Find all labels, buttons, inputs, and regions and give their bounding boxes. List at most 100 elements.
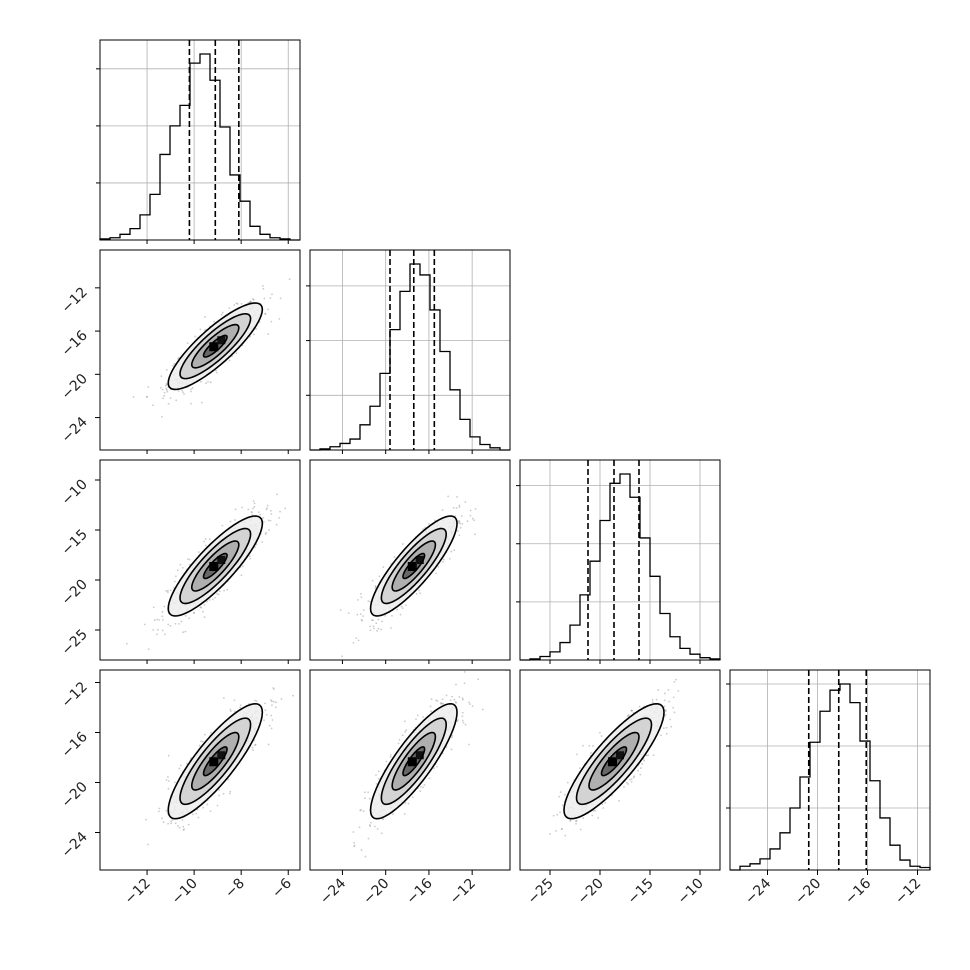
scatter-point: [419, 785, 422, 788]
scatter-point: [380, 832, 383, 835]
contour-line-1: [391, 731, 437, 791]
histogram-step-2: [520, 473, 721, 661]
scatter-point: [270, 714, 273, 717]
scatter-point: [262, 520, 265, 523]
scatter-point: [220, 313, 223, 316]
scatter-point: [201, 740, 204, 743]
scatter-point: [418, 589, 420, 592]
scatter-point: [455, 683, 457, 686]
scatter-point: [439, 702, 442, 705]
scatter-point: [561, 804, 564, 807]
scatter-point: [399, 613, 402, 616]
scatter-point: [197, 551, 200, 553]
contour-line-3: [167, 702, 264, 820]
y-tick-label: −15: [59, 527, 91, 559]
scatter-point: [269, 297, 272, 299]
histogram-step-0: [99, 53, 300, 241]
scatter-point: [647, 754, 650, 757]
scatter-content: [339, 495, 477, 658]
scatter-point: [255, 328, 257, 330]
scatter-point: [183, 393, 185, 395]
scatter-point: [367, 791, 370, 794]
scatter-point: [630, 781, 633, 783]
scatter-point: [204, 316, 206, 318]
scatter-point: [633, 775, 636, 778]
scatter-point: [206, 803, 209, 806]
scatter-point: [152, 606, 155, 609]
scatter-point: [404, 730, 407, 733]
scatter-point: [210, 731, 212, 734]
contour-line-2: [380, 717, 448, 806]
scatter-point: [279, 510, 281, 513]
scatter-point: [477, 678, 480, 681]
scatter-point: [554, 829, 557, 832]
scatter-point: [675, 678, 677, 681]
scatter-content: [132, 278, 291, 418]
histogram-frame: [99, 39, 301, 241]
scatter-point: [341, 655, 343, 658]
scatter-point: [162, 397, 165, 400]
scatter-point: [251, 746, 254, 749]
scatter-frame: [99, 459, 301, 661]
scatter-point: [207, 380, 209, 383]
scatter-point: [357, 639, 360, 642]
scatter-point: [429, 705, 432, 708]
scatter-point: [463, 670, 466, 673]
scatter-point: [165, 387, 168, 390]
scatter-panel-2-1: [309, 459, 511, 661]
x-tick-label: −20: [360, 876, 392, 908]
scatter-point: [227, 778, 230, 781]
scatter-point: [267, 519, 270, 522]
scatter-point: [264, 709, 267, 712]
scatter-point: [451, 734, 454, 737]
scatter-point: [235, 302, 238, 305]
scatter-point: [385, 760, 388, 763]
scatter-point: [419, 592, 422, 595]
scatter-point: [428, 522, 430, 525]
contour-line-3: [167, 302, 264, 391]
scatter-frame: [309, 459, 511, 661]
y-tick-label: −10: [59, 477, 91, 509]
scatter-point: [372, 625, 375, 628]
scatter-point: [259, 513, 262, 516]
contour-line-1: [190, 540, 240, 592]
scatter-point: [436, 700, 439, 702]
contour-line-3: [369, 702, 458, 820]
scatter-point: [180, 620, 183, 623]
scatter-point: [381, 620, 383, 623]
scatter-point: [359, 809, 362, 812]
scatter-point: [569, 819, 572, 822]
scatter-point: [407, 802, 410, 805]
scatter-point: [360, 596, 363, 599]
scatter-point: [591, 814, 594, 817]
scatter-point: [630, 709, 633, 712]
scatter-point: [200, 740, 203, 743]
scatter-point: [263, 719, 265, 722]
scatter-point: [190, 402, 192, 405]
scatter-point: [579, 828, 582, 831]
scatter-point: [401, 543, 404, 545]
scatter-point: [159, 386, 162, 389]
scatter-point: [456, 496, 458, 498]
x-tick-label: −10: [675, 876, 707, 908]
scatter-point: [163, 391, 166, 394]
scatter-point: [203, 604, 206, 606]
scatter-point: [222, 697, 225, 699]
scatter-point: [451, 695, 453, 698]
scatter-point: [175, 575, 177, 578]
scatter-point: [166, 390, 169, 393]
scatter-point: [269, 699, 272, 702]
scatter-point: [188, 558, 191, 561]
scatter-point: [269, 519, 272, 522]
scatter-point: [559, 791, 562, 794]
scatter-point: [253, 502, 256, 505]
scatter-point: [422, 786, 424, 789]
scatter-point: [174, 822, 177, 825]
scatter-point: [252, 298, 254, 300]
scatter-point: [222, 792, 225, 795]
scatter-point: [264, 702, 266, 705]
scatter-point: [177, 825, 179, 827]
scatter-point: [558, 795, 561, 798]
scatter-point: [278, 516, 281, 519]
scatter-point: [147, 648, 150, 651]
